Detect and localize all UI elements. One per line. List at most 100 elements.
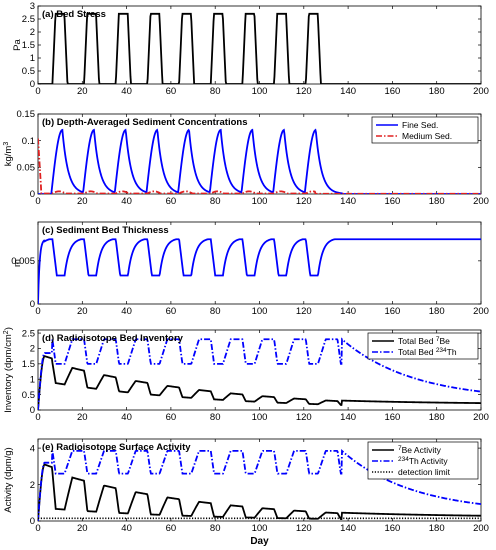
series-line-1 [38, 449, 481, 521]
x-tick-label: 40 [121, 306, 132, 317]
legend-label: Fine Sed. [402, 120, 438, 130]
y-tick-label: 0 [30, 189, 35, 200]
y-tick-label: 2 [30, 480, 35, 491]
legend-label: detection limit [398, 467, 451, 477]
y-tick-label: 2.5 [22, 328, 35, 339]
x-tick-label: 140 [340, 523, 356, 534]
y-tick-label: 0.15 [17, 109, 36, 120]
x-tick-label: 100 [252, 306, 268, 317]
series-line-0 [38, 463, 481, 521]
plot-frame [37, 5, 482, 85]
panel-b: 0 20 40 60 80 100 120 140 160 180 200 0 0.05 0.1 0.15 k… [3, 109, 489, 207]
x-tick-label: 100 [252, 196, 268, 207]
x-tick-label: 200 [473, 412, 489, 423]
x-tick-label: 0 [35, 86, 40, 97]
x-tick-label: 120 [296, 196, 312, 207]
legend-label: Total Bed 234Th [398, 347, 457, 358]
y-tick-label: 1.5 [22, 40, 35, 51]
x-tick-label: 200 [473, 196, 489, 207]
panel-title: (b) Depth-Averaged Sediment Concentratio… [42, 117, 248, 128]
x-tick-label: 80 [210, 306, 221, 317]
x-tick-label: 180 [429, 196, 445, 207]
x-tick-label: 60 [166, 412, 177, 423]
y-tick-label: 0.5 [22, 66, 35, 77]
series-line-0 [38, 238, 481, 304]
series-group [38, 128, 481, 194]
x-tick-label: 180 [429, 86, 445, 97]
y-tick-label: 1.5 [22, 359, 35, 370]
panel-title: (d) Radioisotope Bed Inventory [42, 333, 184, 344]
x-tick-label: 20 [77, 523, 88, 534]
y-axis-label-tail: ) [3, 327, 14, 330]
x-tick-label: 140 [340, 86, 356, 97]
x-tick-label: 20 [77, 196, 88, 207]
legend-box [371, 116, 479, 144]
series-group [38, 238, 481, 304]
plot-frame [37, 221, 482, 305]
y-tick-label: 0 [30, 405, 35, 416]
y-tick-label: 0.005 [11, 256, 35, 267]
x-tick-label: 160 [384, 523, 400, 534]
x-tick-label: 0 [35, 412, 40, 423]
y-tick-label: 0 [30, 79, 35, 90]
y-tick-label: 1 [30, 374, 35, 385]
y-axis-label-sup: 3 [3, 142, 10, 146]
legend-label-main: Fine Sed. [402, 120, 438, 130]
x-tick-label: 180 [429, 306, 445, 317]
x-tick-label: 120 [296, 523, 312, 534]
x-tick-label: 40 [121, 523, 132, 534]
x-tick-label: 140 [340, 196, 356, 207]
y-axis-label: kg/m3 [3, 142, 15, 167]
legend-label-main: Total Bed [398, 347, 436, 357]
panel-title: (a) Bed Stress [42, 9, 106, 20]
y-tick-label: 0 [30, 299, 35, 310]
x-tick-label: 160 [384, 86, 400, 97]
legend-label-sup: 234 [398, 456, 409, 463]
x-tick-label: 120 [296, 306, 312, 317]
x-axis-label: Day [250, 536, 269, 547]
legend-box [367, 332, 479, 360]
legend-label: Medium Sed. [402, 131, 452, 141]
x-tick-label: 200 [473, 523, 489, 534]
legend-label-main: Medium Sed. [402, 131, 452, 141]
x-tick-label: 140 [340, 306, 356, 317]
legend-label-sup: 7 [398, 445, 402, 452]
legend-label-tail: Th [447, 347, 457, 357]
x-tick-label: 60 [166, 306, 177, 317]
x-tick-label: 160 [384, 196, 400, 207]
x-tick-label: 0 [35, 306, 40, 317]
x-tick-label: 20 [77, 412, 88, 423]
panel-title: (e) Radioisotope Surface Activity [42, 442, 191, 453]
x-tick-label: 0 [35, 196, 40, 207]
series-line-0 [38, 128, 481, 194]
x-tick-label: 80 [210, 196, 221, 207]
series-line-0 [38, 355, 481, 410]
x-tick-label: 100 [252, 523, 268, 534]
y-tick-label: 0 [30, 516, 35, 527]
y-tick-label: 1 [30, 53, 35, 64]
panel-e: 0 20 40 60 80 100 120 140 160 180 200 0 2 4 Activity (… [3, 438, 489, 534]
x-tick-label: 180 [429, 523, 445, 534]
series-line-1 [38, 138, 481, 194]
y-axis-label-sup: 2 [3, 330, 10, 334]
series-group [38, 449, 481, 521]
x-tick-label: 80 [210, 86, 221, 97]
x-tick-label: 200 [473, 86, 489, 97]
y-axis-label-main: Pa [12, 38, 23, 50]
x-tick-label: 100 [252, 86, 268, 97]
y-tick-label: 2 [30, 344, 35, 355]
y-axis-label-main: m [12, 259, 23, 267]
y-tick-label: 2.5 [22, 14, 35, 25]
x-tick-label: 40 [121, 86, 132, 97]
y-tick-label: 0.1 [22, 136, 35, 147]
x-tick-label: 40 [121, 196, 132, 207]
y-tick-label: 3 [30, 1, 35, 12]
x-tick-label: 100 [252, 412, 268, 423]
x-tick-label: 180 [429, 412, 445, 423]
y-axis-label-main: Inventory (dpm/cm [3, 334, 14, 413]
y-tick-label: 2 [30, 27, 35, 38]
legend: Fine Sed.Medium Sed. [371, 116, 479, 144]
